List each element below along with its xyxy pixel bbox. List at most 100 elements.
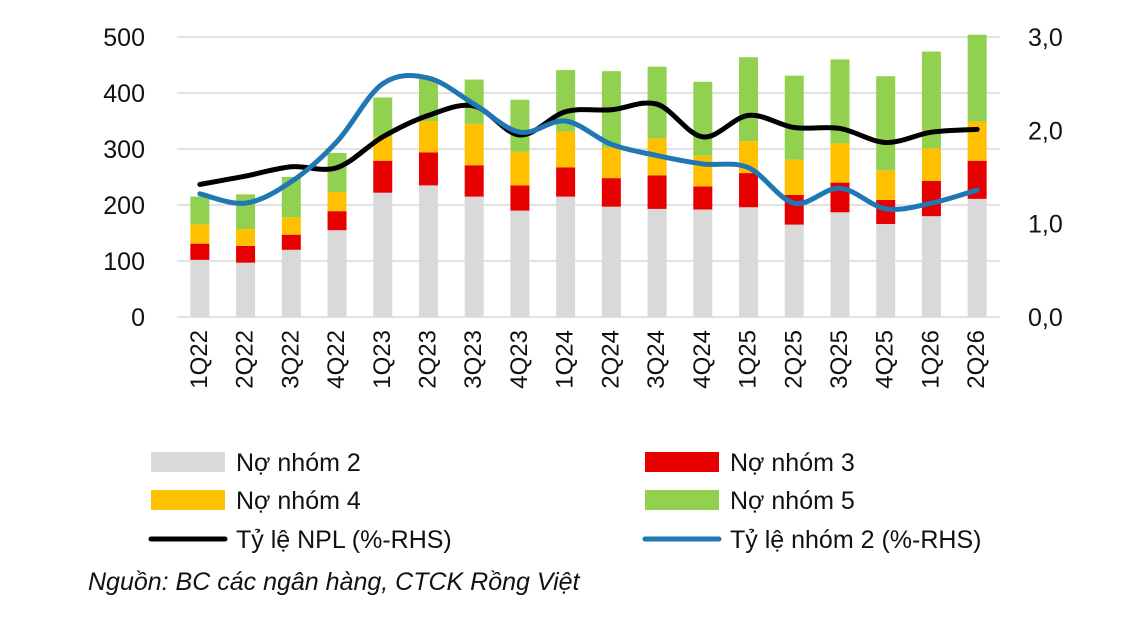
y-left-tick-1: 100: [103, 248, 145, 276]
legend: Nợ nhóm 2 Nợ nhóm 3 Nợ nhóm 4 Nợ nhóm 5 Tỷ l…: [148, 449, 981, 554]
bar-0-14: [830, 212, 850, 317]
x-tick-17: 2Q26: [963, 330, 990, 389]
bar-0-17: [967, 198, 987, 317]
x-tick-3: 4Q22: [323, 330, 350, 389]
legend-label-3: Nợ nhóm 5: [730, 487, 855, 515]
line-series-0: [197, 100, 980, 187]
bar-0-16: [921, 216, 941, 317]
x-tick-8: 1Q24: [552, 330, 579, 389]
y-axis-right: 0,0 1,0 2,0 3,0: [1028, 24, 1063, 332]
bar-1-4: [373, 160, 393, 193]
bar-3-11: [693, 81, 713, 156]
bar-2-8: [556, 131, 576, 168]
bar-1-5: [418, 152, 438, 186]
bar-1-10: [647, 175, 667, 209]
bar-0-4: [373, 192, 393, 317]
bar-0-8: [556, 196, 576, 317]
x-tick-6: 3Q23: [460, 330, 487, 389]
bar-1-7: [510, 185, 530, 211]
bar-2-15: [876, 170, 896, 200]
y-right-tick-1: 1,0: [1028, 211, 1063, 239]
legend-swatch-0: [151, 452, 225, 472]
x-tick-13: 2Q25: [780, 330, 807, 389]
x-tick-12: 1Q25: [735, 330, 762, 389]
y-right-tick-2: 2,0: [1028, 117, 1063, 145]
bar-2-7: [510, 151, 530, 186]
bar-0-11: [693, 209, 713, 317]
bar-0-7: [510, 210, 530, 317]
x-tick-9: 2Q24: [597, 330, 624, 389]
bar-1-1: [236, 245, 256, 263]
y-left-tick-2: 200: [103, 192, 145, 220]
line-series-group: [197, 73, 980, 212]
bar-2-0: [190, 224, 210, 244]
y-axis-left: 0 100 200 300 400 500: [103, 24, 145, 332]
bar-0-3: [327, 230, 347, 317]
legend-label-5: Tỷ lệ nhóm 2 (%-RHS): [730, 526, 981, 554]
y-left-tick-0: 0: [131, 304, 145, 332]
x-axis: 1Q22 2Q22 3Q22 4Q22 1Q23 2Q23 3Q23 4Q23 1Q24 2Q24…: [186, 330, 990, 389]
y-left-tick-3: 300: [103, 136, 145, 164]
bar-3-17: [967, 34, 987, 122]
legend-label-4: Tỷ lệ NPL (%-RHS): [236, 526, 452, 554]
legend-swatch-2: [151, 490, 225, 510]
bar-1-15: [876, 199, 896, 225]
bar-2-9: [601, 147, 621, 179]
bar-0-12: [739, 207, 759, 317]
bar-3-15: [876, 76, 896, 171]
bar-0-9: [601, 206, 621, 317]
x-tick-4: 1Q23: [369, 330, 396, 389]
legend-label-1: Nợ nhóm 3: [730, 449, 855, 477]
x-tick-16: 1Q26: [917, 330, 944, 389]
bar-1-8: [556, 167, 576, 197]
legend-label-0: Nợ nhóm 2: [236, 449, 361, 477]
bar-3-14: [830, 59, 850, 144]
bar-0-6: [464, 196, 484, 317]
y-right-tick-3: 3,0: [1028, 24, 1063, 52]
bar-stack-group: [190, 34, 987, 317]
bar-3-3: [327, 152, 347, 193]
x-tick-5: 2Q23: [414, 330, 441, 389]
y-left-tick-4: 400: [103, 80, 145, 108]
legend-swatch-1: [645, 452, 719, 472]
bar-1-0: [190, 243, 210, 260]
bar-2-2: [281, 217, 301, 235]
x-tick-10: 3Q24: [643, 330, 670, 389]
bar-0-15: [876, 224, 896, 317]
bar-2-3: [327, 192, 347, 212]
x-tick-7: 4Q23: [506, 330, 533, 389]
legend-label-2: Nợ nhóm 4: [236, 487, 361, 515]
x-tick-11: 4Q24: [689, 330, 716, 389]
legend-swatch-3: [645, 490, 719, 510]
bar-3-5: [418, 79, 438, 121]
x-tick-14: 3Q25: [826, 330, 853, 389]
bar-0-1: [236, 262, 256, 317]
gridlines: [177, 36, 1000, 318]
bar-1-9: [601, 178, 621, 207]
bar-2-6: [464, 123, 484, 166]
x-tick-2: 3Q22: [277, 330, 304, 389]
y-left-tick-5: 500: [103, 24, 145, 52]
bar-0-0: [190, 259, 210, 317]
bar-3-7: [510, 99, 530, 152]
y-right-tick-0: 0,0: [1028, 304, 1063, 332]
bar-0-5: [418, 185, 438, 317]
bar-2-14: [830, 143, 850, 183]
bar-2-13: [784, 159, 804, 195]
x-tick-1: 2Q22: [232, 330, 259, 389]
bar-3-16: [921, 51, 941, 149]
line-series-1: [197, 73, 980, 212]
bar-3-0: [190, 196, 210, 225]
x-tick-15: 4Q25: [872, 330, 899, 389]
bar-2-16: [921, 148, 941, 181]
bar-3-12: [739, 57, 759, 142]
bar-1-2: [281, 234, 301, 250]
bar-0-2: [281, 249, 301, 317]
source-note: Nguồn: BC các ngân hàng, CTCK Rồng Việt: [88, 568, 581, 596]
bar-2-5: [418, 121, 438, 153]
bar-1-12: [739, 173, 759, 208]
bar-3-4: [373, 97, 393, 137]
bar-1-16: [921, 180, 941, 217]
